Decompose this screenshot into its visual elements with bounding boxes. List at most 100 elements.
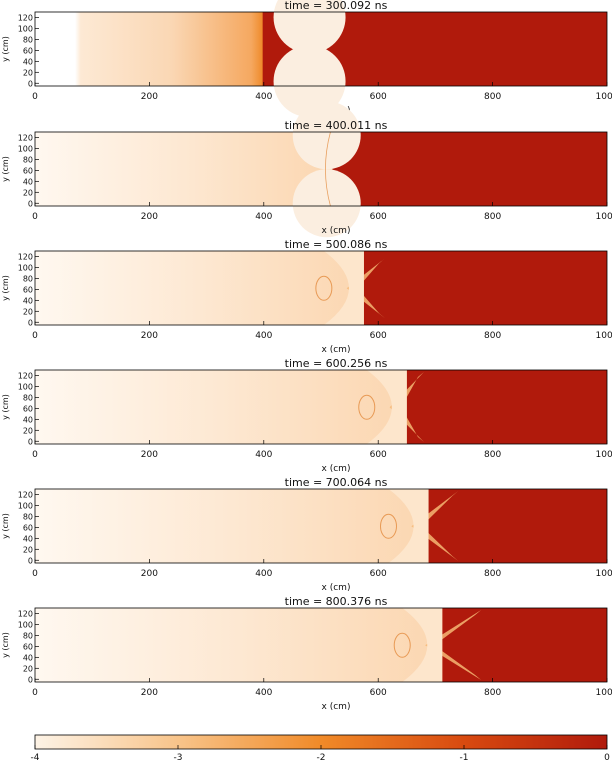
colorbar-tick-label: 0 bbox=[604, 753, 610, 763]
panel-1: time = 300.092 ns02004006008001000x (cm)… bbox=[1, 0, 612, 118]
panels: time = 300.092 ns02004006008001000x (cm)… bbox=[1, 0, 612, 712]
y-tick-label: 120 bbox=[18, 609, 33, 618]
panel-frame bbox=[34, 607, 608, 683]
y-tick-label: 120 bbox=[18, 133, 33, 142]
y-tick-label: 100 bbox=[18, 144, 33, 153]
y-tick-label: 20 bbox=[23, 188, 33, 197]
y-tick-label: 80 bbox=[23, 35, 33, 44]
y-tick-label: 0 bbox=[28, 318, 33, 327]
bow-region bbox=[323, 251, 364, 325]
y-tick-label: 20 bbox=[23, 68, 33, 77]
bubble-upper bbox=[273, 0, 346, 54]
y-tick-label: 100 bbox=[18, 382, 33, 391]
y-tick-label: 100 bbox=[18, 620, 33, 629]
y-tick-label: 40 bbox=[23, 653, 33, 662]
y-tick-label: 60 bbox=[23, 404, 33, 413]
bubble-lower bbox=[273, 45, 346, 118]
dense-region bbox=[363, 251, 607, 325]
x-tick-label: 600 bbox=[370, 212, 387, 222]
y-tick-label: 0 bbox=[28, 199, 33, 208]
y-axis-label: y (cm) bbox=[1, 36, 10, 62]
y-tick-label: 20 bbox=[23, 426, 33, 435]
y-tick-label: 120 bbox=[18, 252, 33, 261]
vortex bbox=[393, 632, 411, 658]
x-axis-label: x (cm) bbox=[322, 226, 351, 236]
y-tick-label: 120 bbox=[18, 490, 33, 499]
x-tick-label: 800 bbox=[484, 92, 501, 102]
x-tick-label: 200 bbox=[141, 331, 158, 341]
colorbar: -4 -3 -2 -1 0 bbox=[31, 734, 610, 763]
vortex bbox=[315, 275, 333, 301]
y-tick-label: 80 bbox=[23, 155, 33, 164]
y-tick-label: 0 bbox=[28, 675, 33, 684]
y-tick-label: 20 bbox=[23, 664, 33, 673]
x-axis-label: x (cm) bbox=[322, 464, 351, 474]
panel-frame bbox=[34, 250, 608, 326]
panel-3: time = 500.086 ns02004006008001000x (cm)… bbox=[1, 238, 612, 355]
panel-4: time = 600.256 ns02004006008001000x (cm)… bbox=[1, 357, 612, 474]
y-tick-label: 80 bbox=[23, 393, 33, 402]
panel-title: time = 300.092 ns bbox=[285, 0, 388, 12]
colorbar-tick-label: -4 bbox=[31, 753, 40, 763]
y-tick-label: 80 bbox=[23, 274, 33, 283]
panel-frame bbox=[34, 488, 608, 564]
x-tick-label: 800 bbox=[484, 569, 501, 579]
panel-title: time = 700.064 ns bbox=[285, 476, 388, 489]
x-tick-label: 800 bbox=[484, 688, 501, 698]
panel-title: time = 400.011 ns bbox=[285, 119, 388, 132]
y-axis-label: y (cm) bbox=[1, 156, 10, 182]
x-tick-label: 800 bbox=[484, 450, 501, 460]
x-axis-label: x (cm) bbox=[322, 702, 351, 712]
y-tick-label: 60 bbox=[23, 166, 33, 175]
x-tick-label: 0 bbox=[32, 212, 38, 222]
panel-frame bbox=[34, 11, 608, 87]
y-tick-label: 0 bbox=[28, 437, 33, 446]
y-tick-label: 120 bbox=[18, 13, 33, 22]
x-tick-label: 0 bbox=[32, 450, 38, 460]
x-tick-label: 200 bbox=[141, 688, 158, 698]
x-tick-label: 200 bbox=[141, 212, 158, 222]
y-tick-label: 40 bbox=[23, 534, 33, 543]
y-tick-label: 40 bbox=[23, 415, 33, 424]
x-tick-label: 800 bbox=[484, 331, 501, 341]
bow-region bbox=[366, 370, 407, 444]
x-tick-label: 0 bbox=[32, 688, 38, 698]
x-tick-label: 800 bbox=[484, 212, 501, 222]
y-tick-label: 120 bbox=[18, 371, 33, 380]
y-tick-label: 100 bbox=[18, 263, 33, 272]
x-tick-label: 0 bbox=[32, 569, 38, 579]
bow-region bbox=[388, 489, 429, 563]
x-axis-label: x (cm) bbox=[322, 345, 351, 355]
x-tick-label: 200 bbox=[141, 450, 158, 460]
y-tick-label: 20 bbox=[23, 545, 33, 554]
bow-region bbox=[402, 608, 443, 682]
x-tick-label: 0 bbox=[32, 92, 38, 102]
x-tick-label: 200 bbox=[141, 569, 158, 579]
panel-title: time = 600.256 ns bbox=[285, 357, 388, 370]
x-tick-label: 600 bbox=[370, 92, 387, 102]
x-tick-label: 0 bbox=[32, 331, 38, 341]
x-tick-label: 400 bbox=[255, 92, 272, 102]
x-tick-label: 400 bbox=[255, 569, 272, 579]
dense-region bbox=[442, 608, 607, 682]
x-tick-label: 600 bbox=[370, 331, 387, 341]
panel-frame bbox=[34, 369, 608, 445]
dense-region bbox=[332, 132, 607, 206]
y-tick-label: 100 bbox=[18, 24, 33, 33]
y-tick-label: 0 bbox=[28, 79, 33, 88]
y-axis-label: y (cm) bbox=[1, 275, 10, 301]
dense-region bbox=[428, 489, 607, 563]
dense-region bbox=[406, 370, 607, 444]
y-tick-label: 60 bbox=[23, 523, 33, 532]
panel-5: time = 700.064 ns02004006008001000x (cm)… bbox=[1, 476, 612, 593]
y-tick-label: 20 bbox=[23, 307, 33, 316]
x-tick-label: 600 bbox=[370, 569, 387, 579]
x-tick-label: 400 bbox=[255, 212, 272, 222]
y-tick-label: 60 bbox=[23, 642, 33, 651]
